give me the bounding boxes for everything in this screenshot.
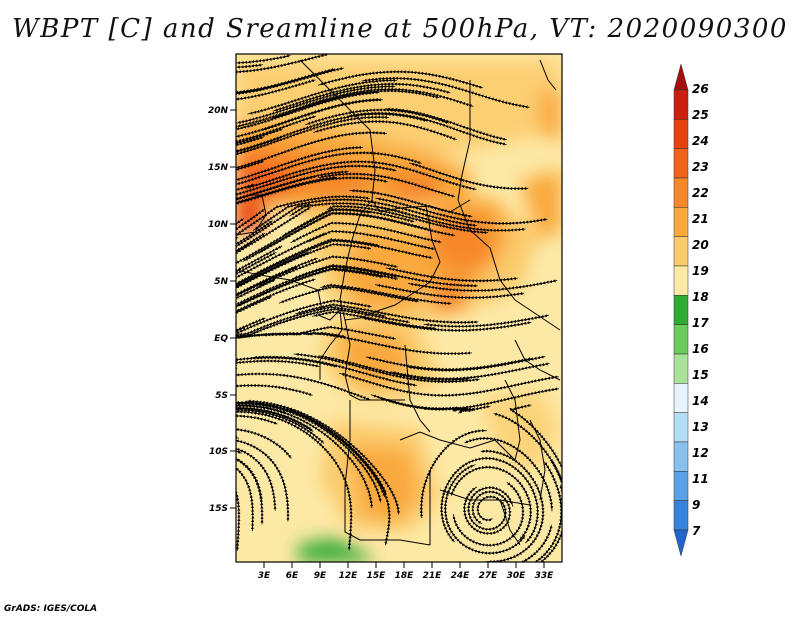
lat-label: 10S bbox=[209, 447, 228, 457]
colorbar-label: 17 bbox=[692, 316, 709, 330]
colorbar-swatch bbox=[673, 441, 689, 472]
lon-label: 9E bbox=[314, 571, 327, 581]
lat-label: 5N bbox=[214, 277, 228, 287]
latitude-axis: 20N 15N 10N 5N EQ 5S 10S 15S bbox=[208, 106, 236, 514]
colorbar-swatch bbox=[673, 63, 689, 91]
colorbar-label: 23 bbox=[692, 160, 709, 174]
colorbar-label: 14 bbox=[692, 394, 709, 408]
colorbar-label: 7 bbox=[692, 524, 701, 538]
streamline bbox=[317, 70, 483, 89]
colorbar-label: 15 bbox=[692, 368, 709, 382]
colorbar-label: 19 bbox=[692, 264, 709, 278]
streamline bbox=[406, 355, 546, 372]
streamline bbox=[236, 356, 338, 368]
streamline bbox=[236, 428, 292, 459]
lat-label: 20N bbox=[208, 106, 229, 116]
lon-label: 12E bbox=[339, 571, 359, 581]
colorbar-label: 24 bbox=[692, 134, 709, 148]
colorbar-swatch bbox=[673, 207, 689, 237]
lon-label: 15E bbox=[367, 571, 387, 581]
lat-label: 10N bbox=[208, 220, 229, 230]
colorbar-swatch bbox=[673, 177, 689, 208]
credit-text: GrADS: IGES/COLA bbox=[4, 604, 98, 614]
colorbar-swatch bbox=[673, 353, 689, 384]
colorbar-swatch bbox=[673, 412, 689, 443]
colorbar-swatch bbox=[673, 383, 689, 413]
colorbar-label: 21 bbox=[692, 212, 709, 226]
streamline bbox=[287, 408, 387, 494]
lat-label: 15S bbox=[209, 504, 228, 514]
streamline bbox=[236, 317, 266, 332]
streamline bbox=[236, 78, 316, 101]
streamline bbox=[423, 314, 549, 329]
colorbar-label: 9 bbox=[692, 498, 700, 512]
colorbar-label: 26 bbox=[692, 82, 709, 96]
colorbar-swatch bbox=[673, 265, 689, 296]
lon-label: 30E bbox=[507, 571, 527, 581]
streamline bbox=[236, 359, 320, 368]
colorbar-label: 13 bbox=[692, 420, 709, 434]
streamline bbox=[409, 162, 529, 191]
streamline bbox=[385, 267, 518, 283]
streamline bbox=[419, 429, 487, 519]
lon-label: 6E bbox=[286, 571, 299, 581]
lon-label: 27E bbox=[479, 571, 499, 581]
streamline bbox=[242, 211, 429, 262]
map-frame bbox=[235, 53, 563, 563]
streamline bbox=[509, 403, 562, 475]
lon-label: 24E bbox=[451, 571, 471, 581]
streamline bbox=[236, 280, 266, 298]
colorbar-label: 22 bbox=[692, 186, 709, 200]
colorbar bbox=[673, 63, 689, 557]
colorbar-swatch bbox=[673, 295, 689, 325]
streamline bbox=[349, 189, 473, 218]
colorbar-swatch bbox=[673, 324, 689, 355]
colorbar-label: 16 bbox=[692, 342, 709, 356]
colorbar-swatch bbox=[673, 236, 689, 267]
colorbar-swatch bbox=[673, 529, 689, 557]
streamline bbox=[302, 87, 474, 108]
colorbar-label: 25 bbox=[692, 108, 709, 122]
colorbar-label: 18 bbox=[692, 290, 709, 304]
colorbar-label: 11 bbox=[692, 472, 709, 486]
lat-label: 5S bbox=[215, 391, 228, 401]
colorbar-swatch bbox=[673, 500, 689, 531]
streamline bbox=[236, 174, 317, 201]
colorbar-swatch bbox=[673, 148, 689, 179]
lon-label: 33E bbox=[535, 571, 555, 581]
streamline bbox=[236, 54, 329, 74]
lon-label: 3E bbox=[258, 571, 271, 581]
colorbar-swatch bbox=[673, 471, 689, 501]
streamline bbox=[537, 484, 562, 562]
colorbar-swatch bbox=[673, 89, 689, 120]
longitude-axis: 3E 6E 9E 12E 15E 18E 21E 24E 27E 30E 33E bbox=[258, 562, 554, 581]
lat-label: 15N bbox=[208, 163, 229, 173]
map-title: WBPT [C] and Sreamline at 500hPa, VT: 20… bbox=[12, 14, 788, 44]
lat-label: EQ bbox=[214, 334, 228, 344]
lon-label: 21E bbox=[423, 571, 443, 581]
streamline bbox=[379, 397, 491, 413]
streamline bbox=[236, 127, 284, 145]
colorbar-label: 20 bbox=[692, 238, 709, 252]
colorbar-labels: 26 25 24 23 22 21 20 19 18 17 16 15 14 1… bbox=[692, 82, 709, 538]
streamlines bbox=[236, 54, 562, 562]
colorbar-label: 12 bbox=[692, 446, 709, 460]
colorbar-swatch bbox=[673, 119, 689, 149]
lon-label: 18E bbox=[395, 571, 415, 581]
